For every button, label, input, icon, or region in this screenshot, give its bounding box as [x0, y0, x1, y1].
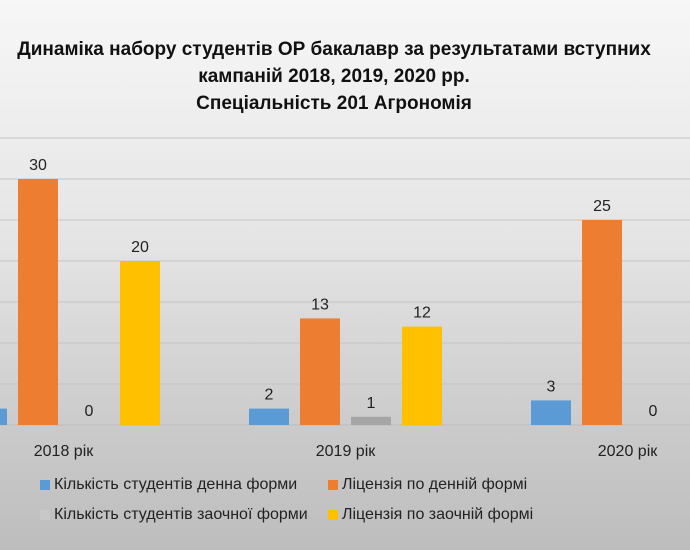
legend-item: Ліцензія по заочній формі [328, 506, 533, 524]
legend-label: Кількість студентів заочної форми [54, 506, 308, 523]
data-label: 20 [131, 239, 149, 256]
category-label: 2019 рік [316, 443, 376, 460]
title-line-1: Динаміка набору студентів ОР бакалавр за… [17, 39, 651, 60]
legend: Кількість студентів денна форми Ліцензія… [40, 470, 541, 530]
legend-item: Ліцензія по денній формі [328, 476, 527, 494]
bar [249, 408, 289, 425]
category-label: 2018 рік [34, 443, 94, 460]
bar [351, 416, 391, 425]
data-label: 1 [367, 395, 376, 412]
bar [402, 326, 442, 425]
bar [0, 408, 7, 425]
data-label: 12 [413, 305, 431, 322]
legend-swatch [328, 480, 338, 490]
legend-item: Кількість студентів заочної форми [40, 506, 320, 524]
data-label: 30 [29, 157, 47, 174]
legend-swatch [40, 480, 50, 490]
data-label: 25 [593, 198, 611, 215]
bar [531, 400, 571, 425]
legend-swatch [40, 510, 50, 520]
data-label: 2 [265, 387, 274, 404]
title-line-3: Спеціальність 201 Агрономія [196, 93, 472, 114]
data-label: 0 [649, 403, 658, 420]
bar [582, 220, 622, 425]
chart-title: Динаміка набору студентів ОР бакалавр за… [0, 36, 668, 117]
legend-label: Ліцензія по заочній формі [342, 506, 534, 523]
data-label: 0 [85, 403, 94, 420]
data-label: 13 [311, 296, 329, 313]
title-line-2: кампаній 2018, 2019, 2020 рр. [198, 66, 470, 87]
data-label: 3 [547, 378, 556, 395]
legend-label: Ліцензія по денній формі [342, 476, 528, 493]
bar [300, 318, 340, 425]
bar [18, 179, 58, 425]
legend-swatch [328, 510, 338, 520]
bar [120, 261, 160, 425]
category-label: 2020 рік [598, 443, 658, 460]
legend-item: Кількість студентів денна форми [40, 476, 320, 494]
legend-label: Кількість студентів денна форми [54, 476, 298, 493]
